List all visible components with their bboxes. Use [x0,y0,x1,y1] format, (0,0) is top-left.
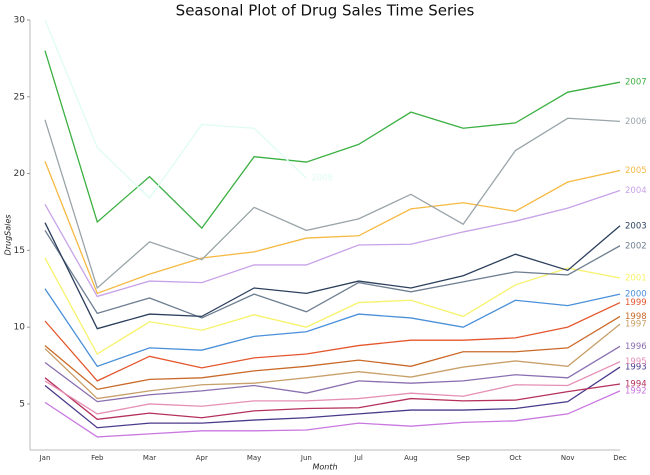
series-label: 2000 [625,290,647,300]
series-line [44,377,621,420]
series-line [44,288,621,368]
x-tick-label: Apr [196,454,208,462]
series-line [44,315,621,391]
y-tick-label: 15 [14,246,25,256]
series-label: 2006 [625,117,647,127]
series-label: 1995 [625,357,647,367]
series-line [44,117,621,290]
series-line [44,366,621,429]
x-tick-label: Aug [404,454,418,462]
series-label: 2008 [311,174,333,184]
series-line [44,161,621,295]
series-label: 1993 [625,363,647,373]
y-tick-label: 30 [14,16,26,26]
x-tick-label: Mar [143,454,156,462]
series-label: 2005 [625,166,647,176]
x-tick-label: May [247,454,261,462]
x-tick-label: Dec [613,454,627,462]
series-line [44,222,621,330]
series-line [44,230,621,319]
x-tick-label: Nov [561,454,575,462]
series-line [44,19,307,200]
series-label: 2001 [625,274,647,284]
series-line [44,50,621,230]
x-tick-label: Sep [457,454,471,462]
series-line [44,390,621,438]
y-tick-label: 10 [14,323,26,333]
series-line [44,257,621,355]
series-line [44,301,621,382]
x-tick-label: Jun [300,454,312,462]
series-label: 2002 [625,241,647,251]
x-axis-label: Month [312,463,337,472]
y-tick-label: 5 [19,399,25,409]
series-label: 2004 [625,186,647,196]
series-label: 1999 [625,298,647,308]
series-label: 1998 [625,312,647,322]
y-axis-label: DrugSales [4,215,13,256]
series-label: 2007 [625,78,647,88]
x-tick-label: Feb [91,454,104,462]
series-label: 1994 [625,379,647,389]
chart-title: Seasonal Plot of Drug Sales Time Series [176,2,475,20]
series-line [44,345,621,403]
series-label: 1996 [625,342,647,352]
x-tick-label: Oct [509,454,521,462]
series-label: 1992 [625,386,647,396]
x-tick-label: Jul [353,454,363,462]
series-line [44,361,621,415]
x-tick-label: Jan [39,454,51,462]
y-tick-label: 25 [14,92,25,102]
y-tick-label: 20 [14,169,26,179]
series-line [44,323,621,400]
series-label: 2003 [625,221,647,231]
series-line [44,189,621,298]
series-label: 1997 [625,320,647,330]
